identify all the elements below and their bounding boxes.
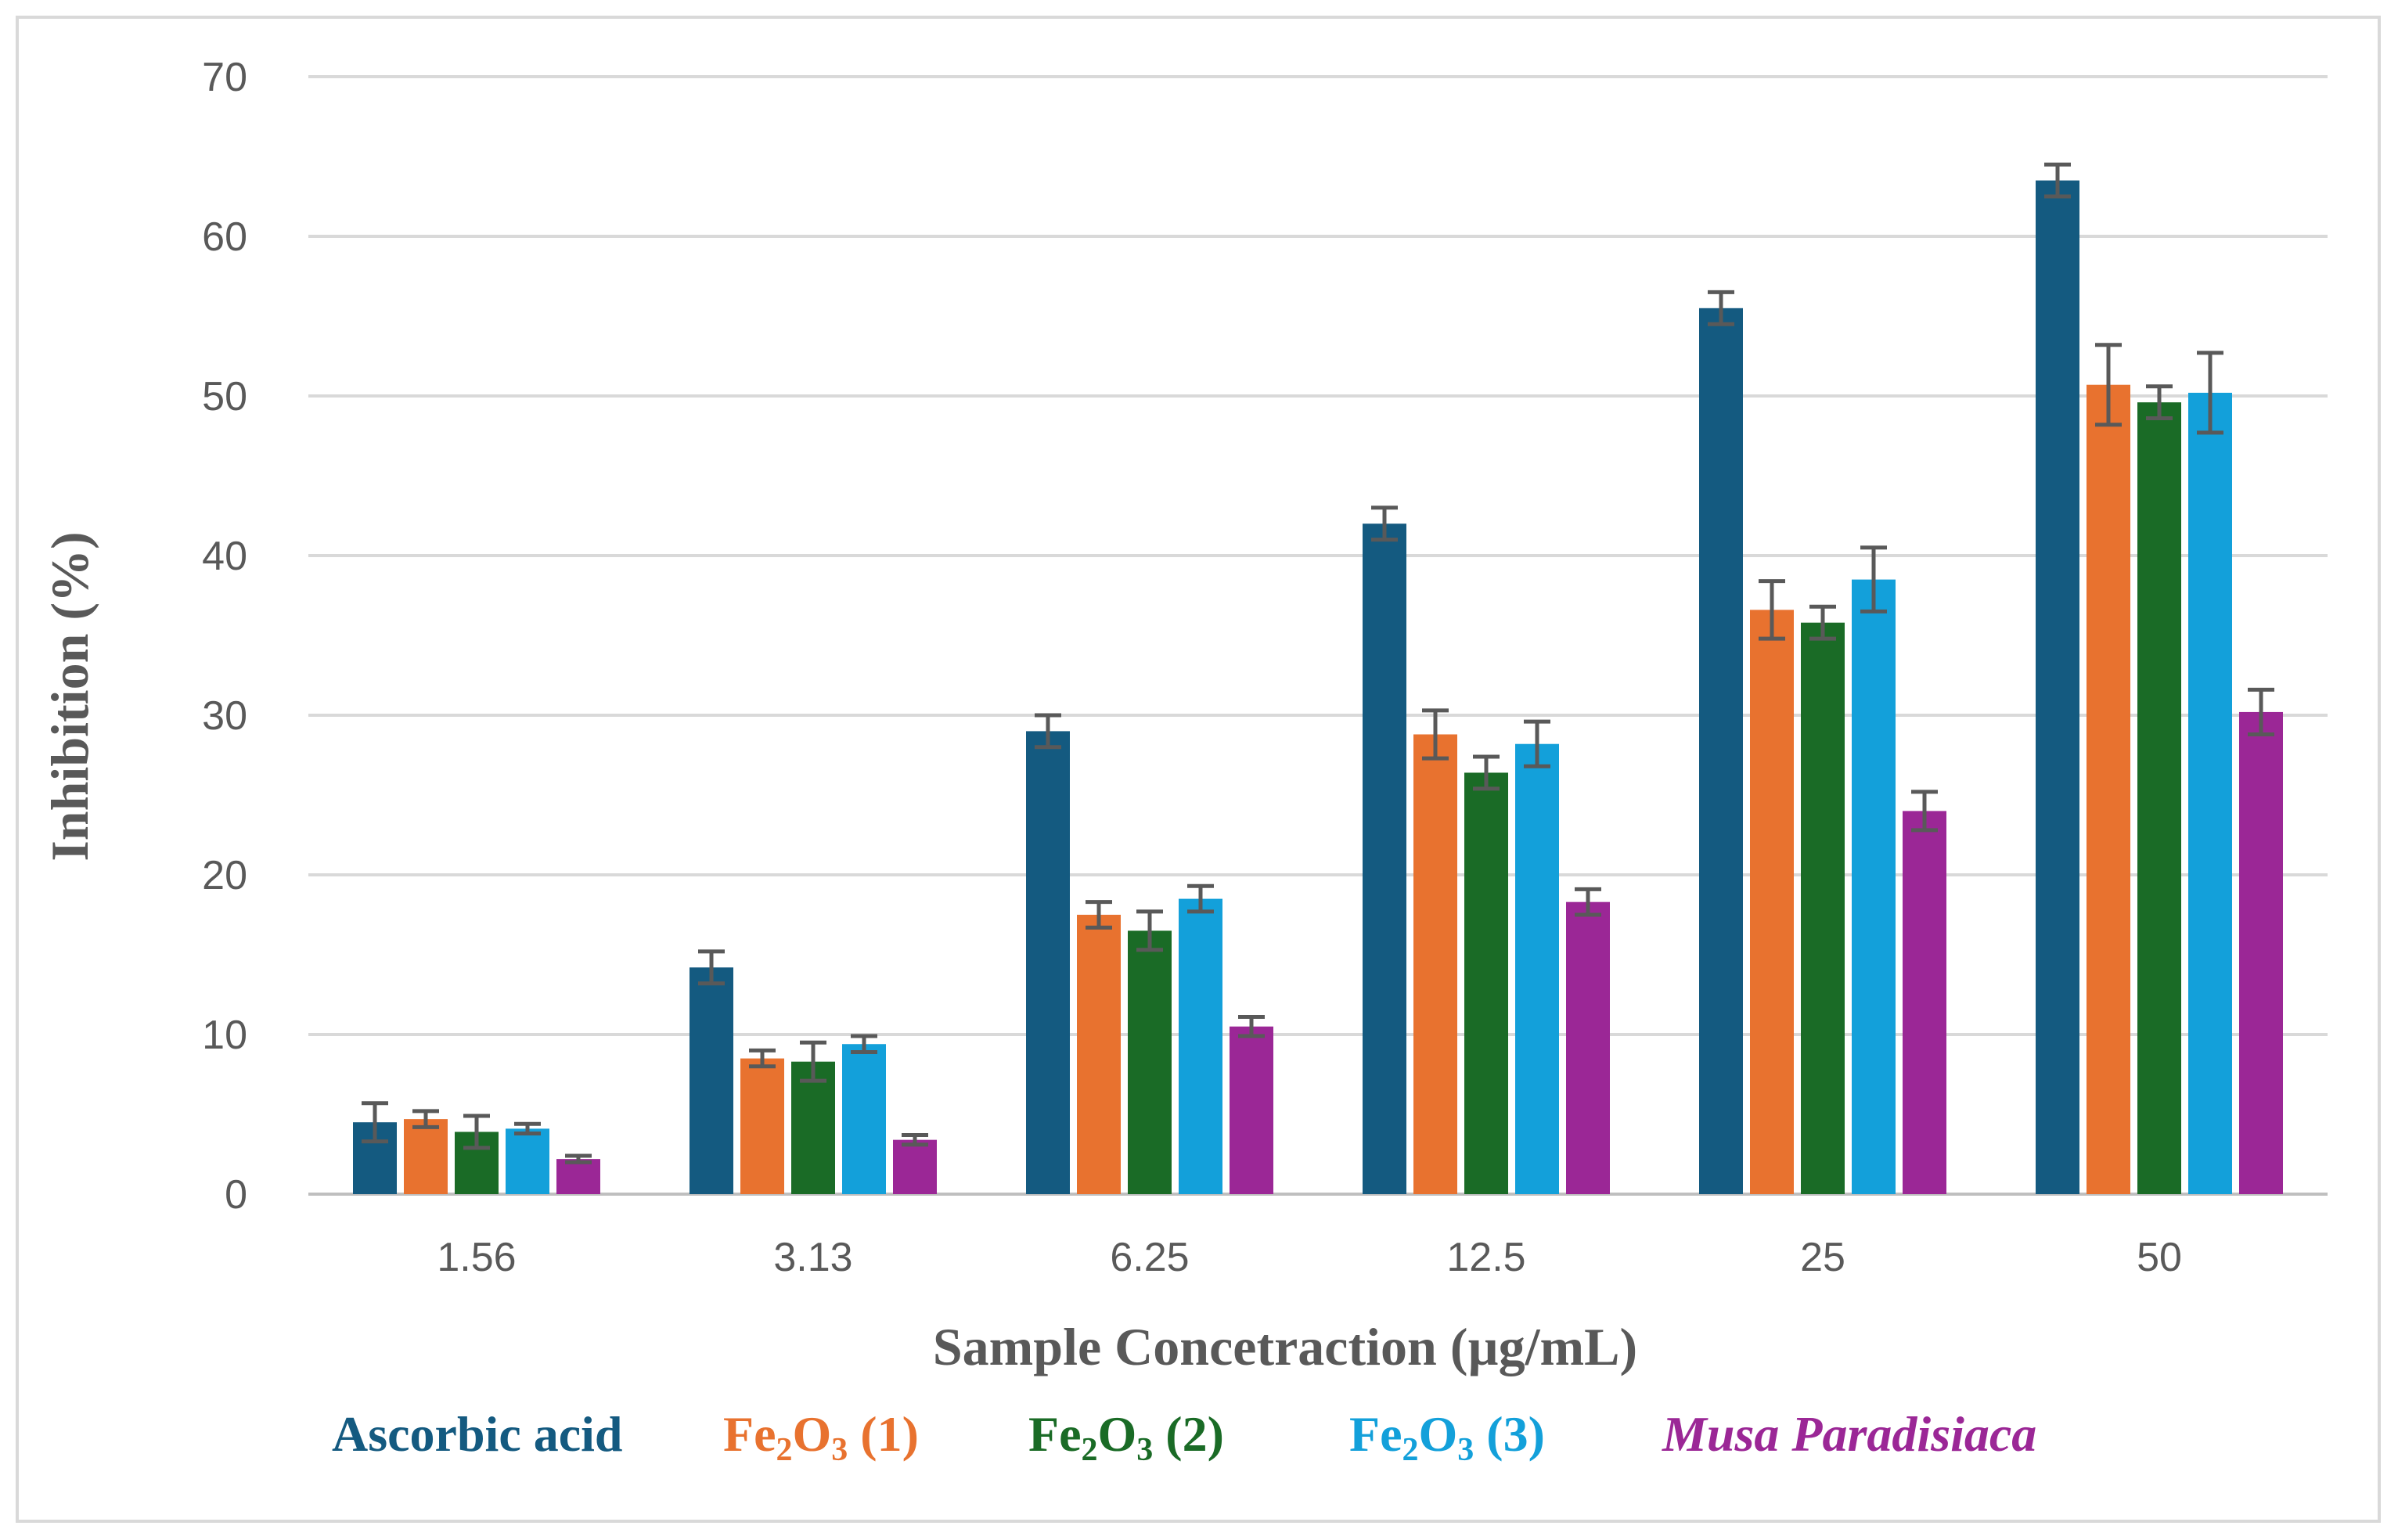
legend-text-part: Ascorbic acid bbox=[332, 1406, 623, 1462]
legend-entry: Fe2​O3​ (3) bbox=[1349, 1406, 1545, 1468]
y-tick-label: 60 bbox=[202, 214, 247, 260]
x-tick-label: 50 bbox=[2137, 1235, 2182, 1280]
legend: Ascorbic acid Fe2​O3​ (1) Fe2​O3​ (2) Fe2​O… bbox=[332, 1406, 2036, 1468]
legend-subscript: 3 bbox=[1457, 1432, 1474, 1468]
legend-text-part: Fe bbox=[1028, 1406, 1082, 1462]
legend-text-part: (1) bbox=[848, 1406, 919, 1462]
legend-subscript: 2 bbox=[776, 1432, 793, 1468]
bar bbox=[556, 1159, 600, 1194]
y-tick-label: 20 bbox=[202, 853, 247, 898]
y-tick-label: 0 bbox=[225, 1172, 247, 1218]
x-tick-label: 25 bbox=[1800, 1235, 1845, 1280]
bar bbox=[1566, 901, 1610, 1194]
x-axis-ticks: 1.56 3.13 6.25 12.5 25 50 bbox=[437, 1235, 2182, 1280]
bar bbox=[1464, 772, 1508, 1194]
bar bbox=[1363, 524, 1406, 1194]
legend-entry: Fe2​O3​ (1) bbox=[723, 1406, 919, 1468]
bar bbox=[2239, 711, 2283, 1194]
x-tick-label: 3.13 bbox=[773, 1235, 852, 1280]
bar bbox=[2137, 402, 2181, 1194]
bar bbox=[893, 1139, 937, 1194]
legend-text-part: (3) bbox=[1474, 1406, 1545, 1462]
bar bbox=[1903, 811, 1946, 1194]
x-tick-label: 6.25 bbox=[1110, 1235, 1189, 1280]
bar bbox=[690, 967, 733, 1194]
bar bbox=[842, 1044, 886, 1194]
legend-text-part: O bbox=[1419, 1406, 1458, 1462]
bar bbox=[2087, 384, 2130, 1195]
y-tick-label: 50 bbox=[202, 374, 247, 419]
y-tick-label: 40 bbox=[202, 534, 247, 579]
legend-text-part: Fe bbox=[723, 1406, 776, 1462]
bar bbox=[506, 1128, 549, 1194]
legend-subscript: 3 bbox=[1136, 1432, 1153, 1468]
legend-entry: Fe2​O3​ (2) bbox=[1028, 1406, 1224, 1468]
bar bbox=[1699, 308, 1743, 1194]
x-tick-label: 1.56 bbox=[437, 1235, 516, 1280]
bar bbox=[1801, 622, 1845, 1194]
bar bbox=[1230, 1026, 1273, 1194]
bars bbox=[353, 180, 2283, 1195]
bar bbox=[1179, 898, 1222, 1194]
legend-text-part: O bbox=[793, 1406, 832, 1462]
bar bbox=[1026, 731, 1070, 1194]
y-tick-label: 30 bbox=[202, 693, 247, 739]
legend-subscript: 3 bbox=[831, 1432, 848, 1468]
y-axis-ticks: 0 10 20 30 40 50 60 70 bbox=[202, 55, 247, 1218]
x-tick-label: 12.5 bbox=[1446, 1235, 1525, 1280]
bar-chart: 0 10 20 30 40 50 60 70 1.56 3.13 6.25 12.5 25 50 Sam… bbox=[40, 55, 2328, 1468]
legend-text-part: Musa Paradisiaca bbox=[1662, 1406, 2036, 1462]
bar bbox=[1515, 743, 1559, 1194]
y-tick-label: 70 bbox=[202, 55, 247, 100]
legend-text-part: O bbox=[1098, 1406, 1137, 1462]
legend-text-part: (2) bbox=[1153, 1406, 1224, 1462]
legend-subscript: 2 bbox=[1082, 1432, 1098, 1468]
bar bbox=[1413, 734, 1457, 1194]
legend-entry: Ascorbic acid bbox=[332, 1406, 623, 1462]
gridlines bbox=[308, 75, 2328, 1196]
bar bbox=[740, 1058, 784, 1194]
bar bbox=[791, 1061, 835, 1194]
bar bbox=[1750, 610, 1794, 1194]
y-axis-title: Inhibition (%) bbox=[40, 531, 99, 861]
legend-subscript: 2 bbox=[1402, 1432, 1419, 1468]
bar bbox=[1852, 579, 1896, 1194]
bar bbox=[2188, 392, 2232, 1194]
chart-frame: 0 10 20 30 40 50 60 70 1.56 3.13 6.25 12.5 25 50 Sam… bbox=[16, 16, 2381, 1523]
x-axis-title: Sample Concetraction (µg/mL) bbox=[933, 1317, 1637, 1376]
y-tick-label: 10 bbox=[202, 1013, 247, 1058]
bar bbox=[404, 1119, 448, 1194]
error-bars bbox=[362, 162, 2274, 1164]
bar bbox=[1128, 930, 1172, 1194]
legend-entry: Musa Paradisiaca bbox=[1662, 1406, 2036, 1462]
bar bbox=[2036, 180, 2079, 1195]
legend-text-part: Fe bbox=[1349, 1406, 1402, 1462]
bar bbox=[1077, 915, 1121, 1194]
